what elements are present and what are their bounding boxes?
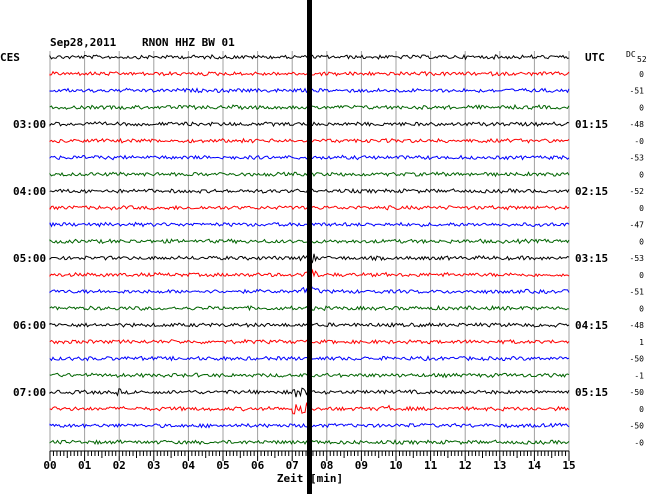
left-time-label: 04:00 <box>13 185 46 198</box>
dc-value: 0 <box>639 237 644 246</box>
left-time-label: 03:00 <box>13 118 46 131</box>
dc-value: -51 <box>630 288 645 297</box>
dc-value: -1 <box>634 371 644 380</box>
dc-value: -53 <box>630 254 645 263</box>
left-time-label: 05:00 <box>13 252 46 265</box>
right-time-label: 03:15 <box>575 252 608 265</box>
left-time-label: 07:00 <box>13 386 46 399</box>
dc-value: -0 <box>634 137 644 146</box>
x-tick-label: 03 <box>147 459 160 472</box>
dc-value: 0 <box>639 304 644 313</box>
grid <box>49 51 570 451</box>
dc-value: -52 <box>630 187 645 196</box>
x-tick-label: 06 <box>251 459 265 472</box>
event-line <box>307 0 312 494</box>
dc-value: 0 <box>639 271 644 280</box>
dc-value: 0 <box>639 170 644 179</box>
labels: 03:00 04:00 05:00 06:00 07:00 01:15 02:15 03:15… <box>13 70 644 448</box>
x-tick-label: 12 <box>459 459 472 472</box>
x-tick-label: 01 <box>78 459 92 472</box>
x-tick-label: 00 <box>43 459 56 472</box>
dc-sub-label: 52 <box>637 55 647 64</box>
right-zone-label: UTC <box>585 51 605 64</box>
right-time-label: 01:15 <box>575 118 608 131</box>
x-tick-label: 04 <box>182 459 196 472</box>
dc-value: 0 <box>639 405 644 414</box>
dc-value: 1 <box>639 338 644 347</box>
dc-value: -51 <box>630 87 645 96</box>
x-tick-label: 08 <box>320 459 333 472</box>
x-axis-label: Zeit [min] <box>277 472 343 485</box>
x-tick-label: 09 <box>355 459 368 472</box>
dc-value: -48 <box>630 120 645 129</box>
x-tick-label: 02 <box>113 459 126 472</box>
dc-value: -50 <box>630 422 645 431</box>
dc-value: -50 <box>630 388 645 397</box>
left-zone-label: CES <box>0 51 20 64</box>
dc-value: 0 <box>639 70 644 79</box>
right-time-label: 04:15 <box>575 319 608 332</box>
dc-value: -0 <box>634 438 644 447</box>
date-label: Sep28,2011 <box>50 36 117 49</box>
dc-value: -53 <box>630 154 645 163</box>
dc-label: DC <box>626 50 636 59</box>
dc-value: -50 <box>630 355 645 364</box>
x-tick-label: 05 <box>216 459 229 472</box>
dc-value: 0 <box>639 103 644 112</box>
event-marker <box>307 0 312 494</box>
dc-value: -47 <box>630 221 645 230</box>
dc-value: 0 <box>639 204 644 213</box>
x-axis: 00 01 02 03 04 05 06 07 08 09 10 11 12 13 14 15 <box>43 450 576 472</box>
right-time-label: 02:15 <box>575 185 608 198</box>
x-tick-label: 11 <box>424 459 438 472</box>
dc-value: -48 <box>630 321 645 330</box>
x-tick-label: 13 <box>493 459 506 472</box>
station-label: RNON HHZ BW 01 <box>142 36 235 49</box>
x-tick-label: 10 <box>389 459 402 472</box>
right-time-label: 05:15 <box>575 386 608 399</box>
x-tick-label: 14 <box>528 459 542 472</box>
x-tick-label: 15 <box>562 459 575 472</box>
x-tick-label: 07 <box>286 459 299 472</box>
left-time-label: 06:00 <box>13 319 46 332</box>
